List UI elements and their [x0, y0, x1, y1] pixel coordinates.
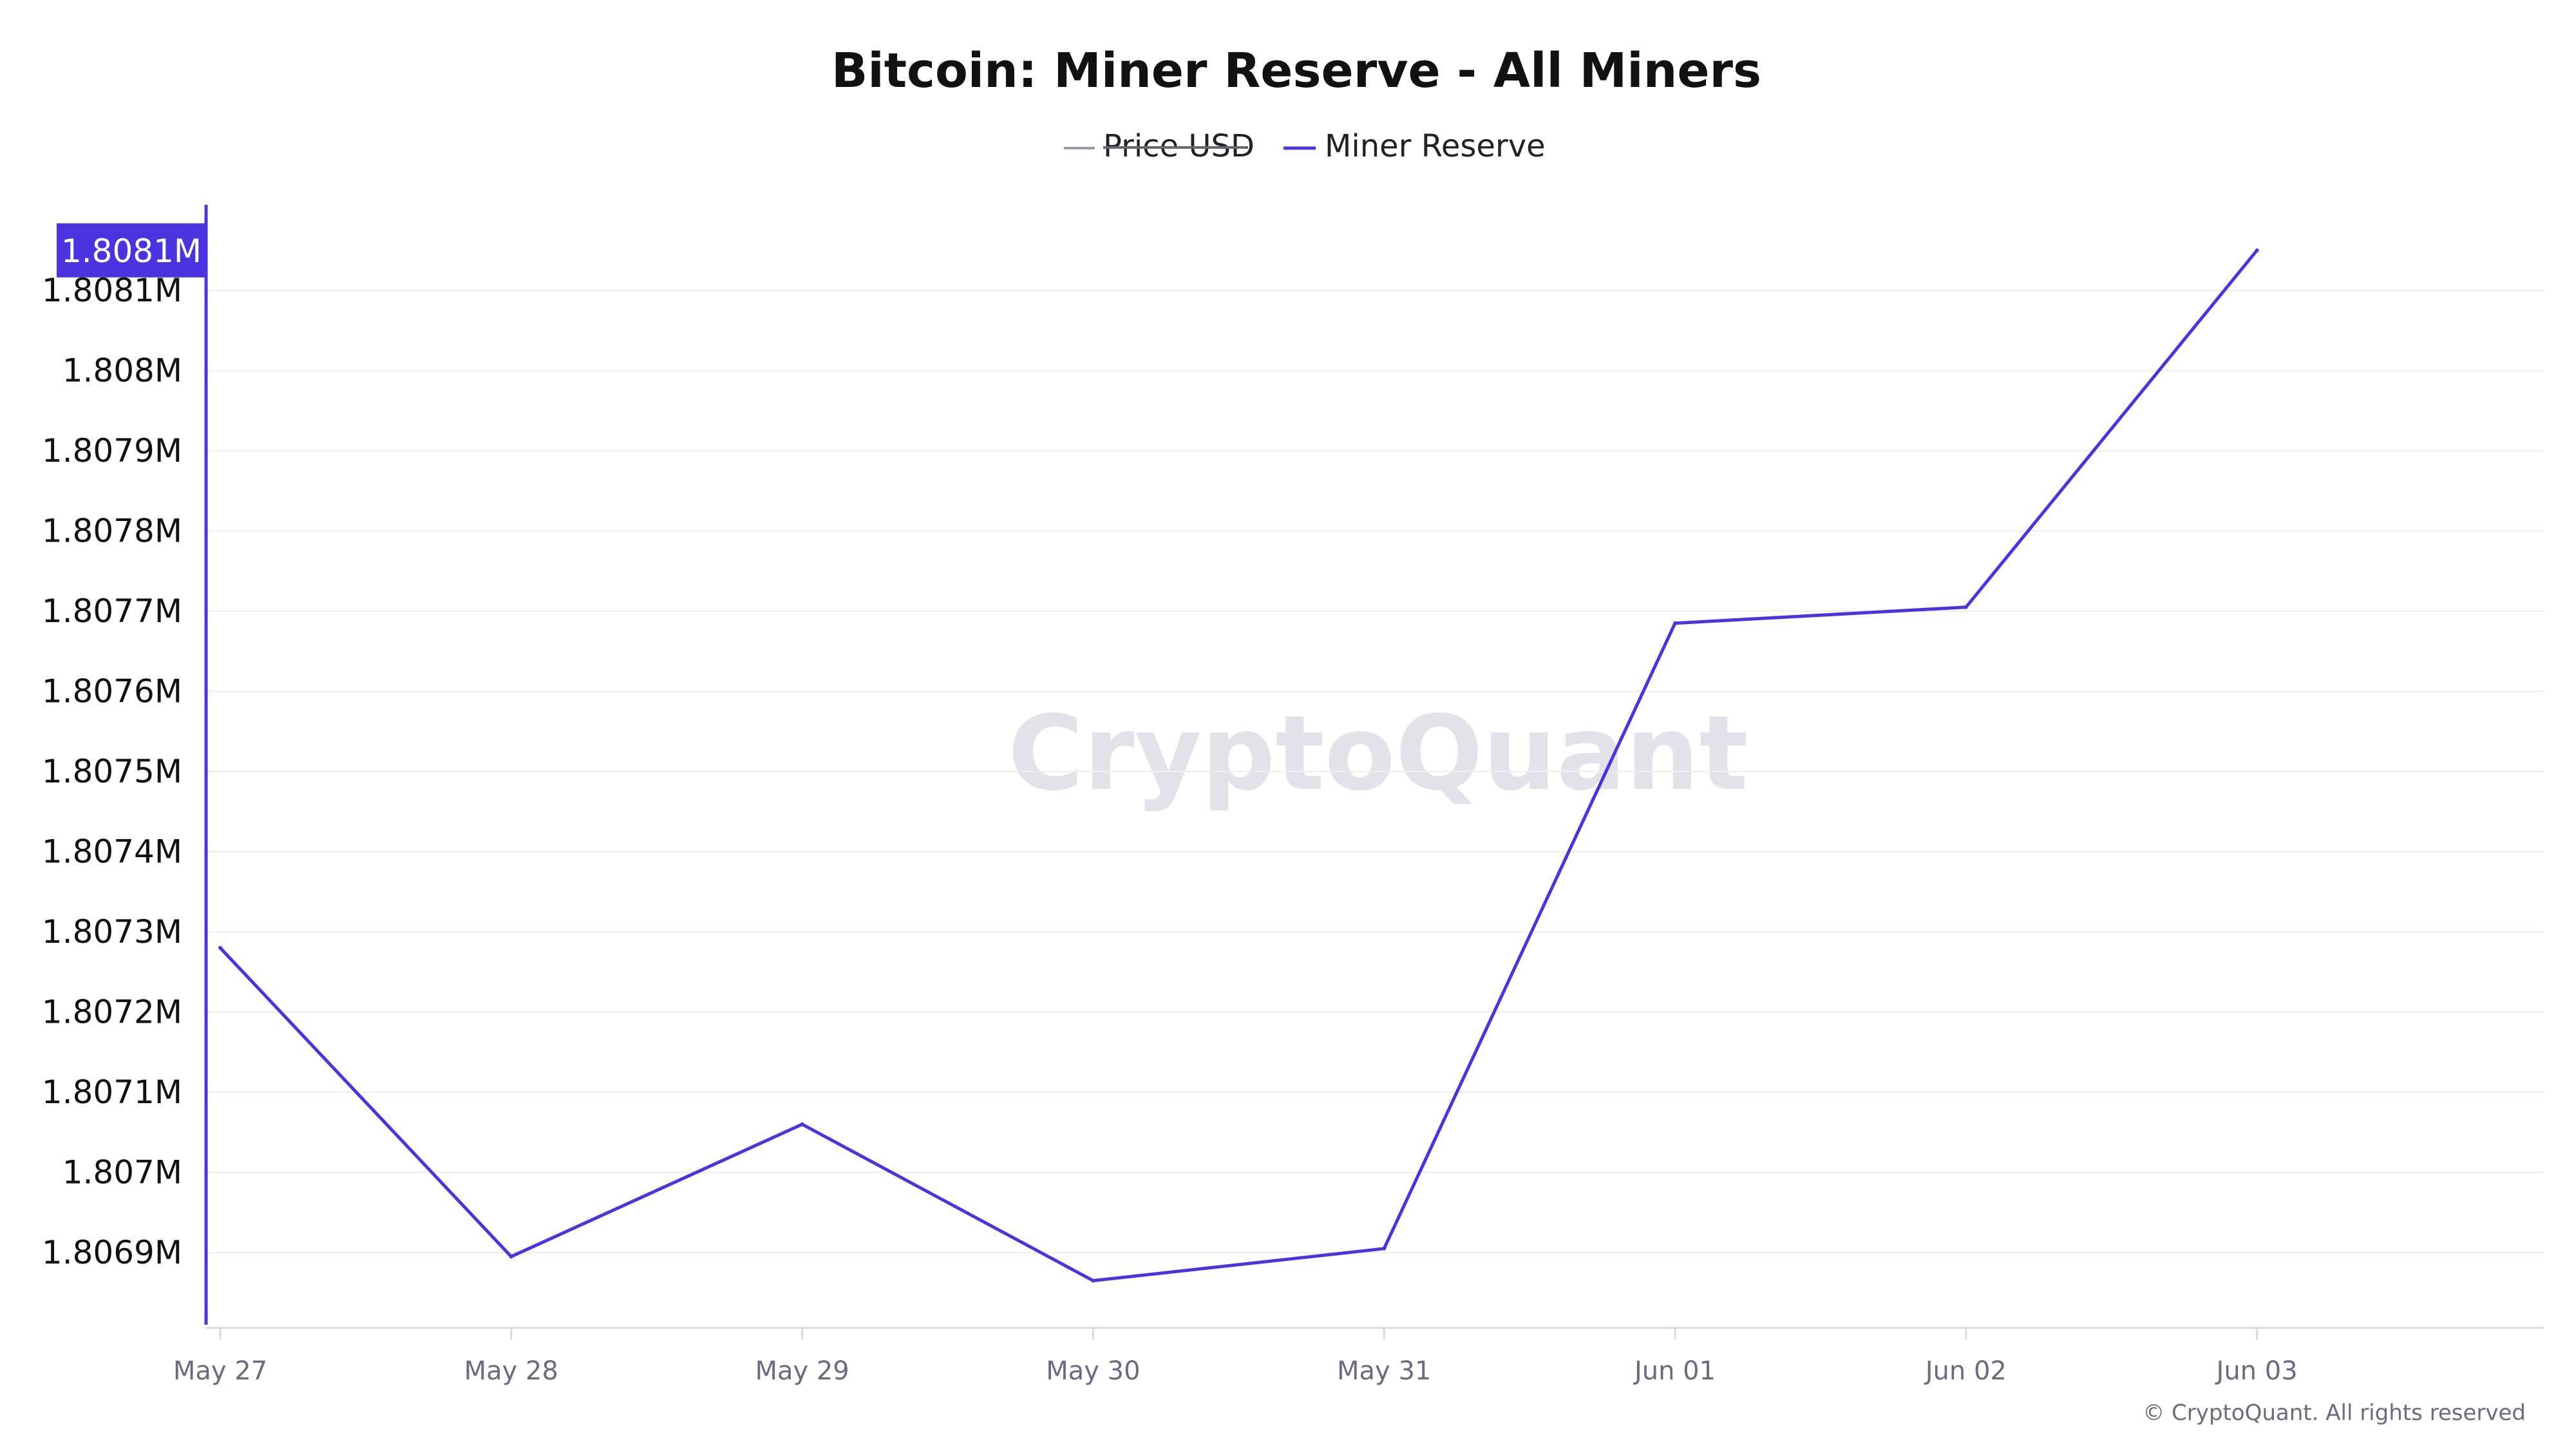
data-point [2255, 248, 2259, 252]
chart-title: Bitcoin: Miner Reserve - All Miners [831, 43, 1761, 99]
x-tick-label: Jun 03 [2215, 1356, 2298, 1386]
data-point [1382, 1246, 1387, 1251]
x-tick-label: Jun 01 [1633, 1356, 1716, 1386]
data-point [1964, 605, 1968, 609]
x-tick-label: May 31 [1337, 1356, 1431, 1386]
data-point [1091, 1278, 1095, 1283]
x-tick-label: May 30 [1046, 1356, 1140, 1386]
data-point [800, 1122, 804, 1126]
current-value-badge-label: 1.8081M [61, 232, 202, 270]
y-tick-label: 1.8073M [42, 913, 182, 951]
y-tick-label: 1.8081M [42, 272, 182, 309]
x-tick-label: Jun 02 [1924, 1356, 2007, 1386]
x-tick-label: May 27 [173, 1356, 267, 1386]
y-tick-label: 1.807M [62, 1154, 182, 1191]
copyright: © CryptoQuant. All rights reserved [2143, 1400, 2526, 1426]
data-point [509, 1255, 513, 1259]
y-tick-label: 1.8079M [42, 432, 182, 469]
y-tick-label: 1.808M [62, 352, 182, 390]
legend-item-price-usd[interactable]: Price USD [1064, 128, 1255, 164]
series-miner-reserve [218, 248, 2259, 1283]
legend-item-miner-reserve[interactable]: Miner Reserve [1283, 128, 1546, 164]
y-tick-label: 1.8071M [42, 1074, 182, 1111]
y-tick-label: 1.8075M [42, 753, 182, 790]
y-axis-ticks: 1.8069M 1.807M 1.8071M 1.8072M 1.8073M 1.8074… [42, 272, 182, 1271]
legend-label-miner-reserve: Miner Reserve [1325, 128, 1546, 164]
y-tick-label: 1.8069M [42, 1234, 182, 1271]
data-point [218, 945, 222, 950]
series-line-miner-reserve [219, 249, 2259, 1283]
x-axis: May 27 May 28 May 29 May 30 May 31 Jun 01 Jun … [173, 205, 2544, 1386]
y-tick-label: 1.8077M [42, 592, 182, 630]
y-tick-label: 1.8074M [42, 833, 182, 871]
y-tick-label: 1.8076M [42, 673, 182, 710]
watermark: CryptoQuant [1008, 693, 1748, 813]
x-tick-label: May 29 [755, 1356, 849, 1386]
y-tick-label: 1.8072M [42, 994, 182, 1031]
data-point [1673, 621, 1677, 625]
y-tick-label: 1.8078M [42, 513, 182, 550]
current-value-badge-bg [57, 223, 207, 278]
legend: Price USD Miner Reserve [1064, 128, 1546, 164]
x-tick-label: May 28 [464, 1356, 558, 1386]
current-value-badge: 1.8081M [57, 223, 207, 278]
grid [206, 290, 2544, 1253]
